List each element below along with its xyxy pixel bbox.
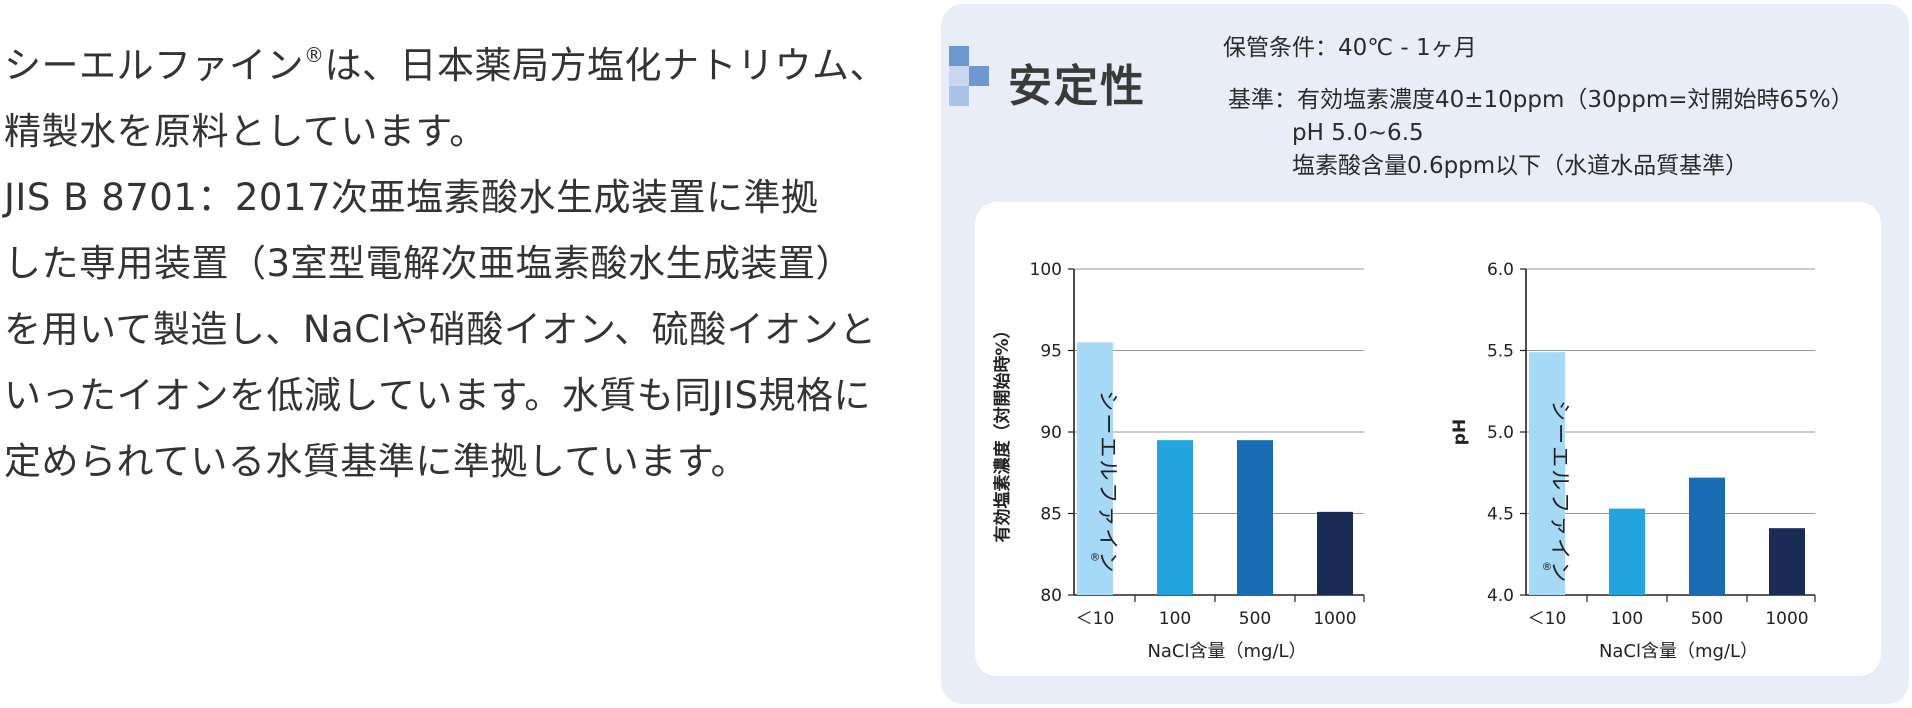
bar bbox=[1237, 440, 1273, 595]
x-tick-label: 1000 bbox=[1313, 609, 1356, 629]
y-tick-label: 90 bbox=[1040, 423, 1062, 443]
x-tick-label: 100 bbox=[1159, 609, 1191, 629]
registered-mark: ® bbox=[304, 43, 325, 67]
y-tick-label: 95 bbox=[1040, 342, 1062, 362]
intro-line: した専用装置（3室型電解次亜塩素酸水生成装置） bbox=[4, 242, 854, 285]
criteria-block: 基準：有効塩素濃度40±10ppm（30ppm=対開始時65%） pH 5.0~… bbox=[1228, 84, 1854, 183]
y-axis-label: pH bbox=[1450, 419, 1470, 445]
bar bbox=[1529, 352, 1565, 595]
bar-label-reg: ® bbox=[1090, 550, 1101, 563]
intro-line: を用いて製造し、NaClや硝酸イオン、硫酸イオンと bbox=[4, 308, 877, 351]
bar bbox=[1317, 511, 1353, 595]
bar bbox=[1157, 440, 1193, 595]
y-tick-label: 85 bbox=[1040, 505, 1062, 525]
x-axis-label: NaCl含量（mg/L） bbox=[1147, 641, 1306, 662]
criteria-item: pH 5.0~6.5 bbox=[1292, 120, 1424, 146]
y-tick-label: 100 bbox=[1030, 260, 1062, 280]
criteria-item: 有効塩素濃度40±10ppm（30ppm=対開始時65%） bbox=[1297, 87, 1854, 113]
bar bbox=[1689, 477, 1725, 595]
bar-label: シーエルファイン bbox=[1548, 400, 1572, 584]
storage-conditions: 保管条件：40℃ - 1ヶ月 bbox=[1223, 32, 1477, 65]
x-tick-label: ＜10 bbox=[1076, 609, 1115, 629]
intro-line: JIS B 8701：2017次亜塩素酸水生成装置に準拠 bbox=[4, 176, 819, 219]
y-tick-label: 4.5 bbox=[1487, 505, 1514, 525]
criteria-label: 基準： bbox=[1228, 87, 1297, 113]
chart-card: 80 85 90 95 100 ＜10 100 500 1000 シーエルファイン ® NaCl含量（… bbox=[975, 202, 1881, 676]
x-tick-label: 500 bbox=[1691, 609, 1723, 629]
storage-condition-text: 保管条件：40℃ - 1ヶ月 bbox=[1223, 35, 1477, 61]
intro-line: 定められている水質基準に準拠しています。 bbox=[4, 440, 749, 483]
y-tick-label: 4.0 bbox=[1487, 586, 1514, 606]
intro-line: シーエルファイン®は、日本薬局方塩化ナトリウム、 bbox=[4, 43, 887, 87]
x-tick-label: 1000 bbox=[1765, 609, 1808, 629]
criteria-row: 基準：有効塩素濃度40±10ppm（30ppm=対開始時65%） bbox=[1228, 84, 1854, 117]
intro-line: 精製水を原料としています。 bbox=[4, 110, 487, 153]
x-tick-label: ＜10 bbox=[1528, 609, 1567, 629]
stability-panel: 安定性 保管条件：40℃ - 1ヶ月 基準：有効塩素濃度40±10ppm（30p… bbox=[941, 4, 1909, 704]
criteria-item: 塩素酸含量0.6ppm以下（水道水品質基準） bbox=[1292, 153, 1749, 179]
y-tick-label: 5.0 bbox=[1487, 423, 1514, 443]
intro-line: いったイオンを低減しています。水質も同JIS規格に bbox=[4, 374, 871, 417]
bar bbox=[1077, 342, 1113, 595]
y-tick-label: 5.5 bbox=[1487, 342, 1514, 362]
bar-label-reg: ® bbox=[1542, 560, 1553, 573]
bar bbox=[1769, 528, 1805, 595]
section-logo-icon bbox=[945, 46, 991, 112]
bar bbox=[1609, 508, 1645, 595]
section-title: 安定性 bbox=[1008, 61, 1146, 112]
bar-label: シーエルファイン bbox=[1096, 390, 1120, 574]
y-tick-label: 80 bbox=[1040, 586, 1062, 606]
y-tick-label: 6.0 bbox=[1487, 260, 1514, 280]
y-axis-label: 有効塩素濃度（対開始時%） bbox=[992, 321, 1013, 542]
x-axis-label: NaCl含量（mg/L） bbox=[1599, 641, 1758, 662]
intro-text: シーエルファイン®は、日本薬局方塩化ナトリウム、 精製水を原料としています。 J… bbox=[4, 22, 887, 495]
x-tick-label: 500 bbox=[1239, 609, 1271, 629]
x-tick-label: 100 bbox=[1611, 609, 1643, 629]
